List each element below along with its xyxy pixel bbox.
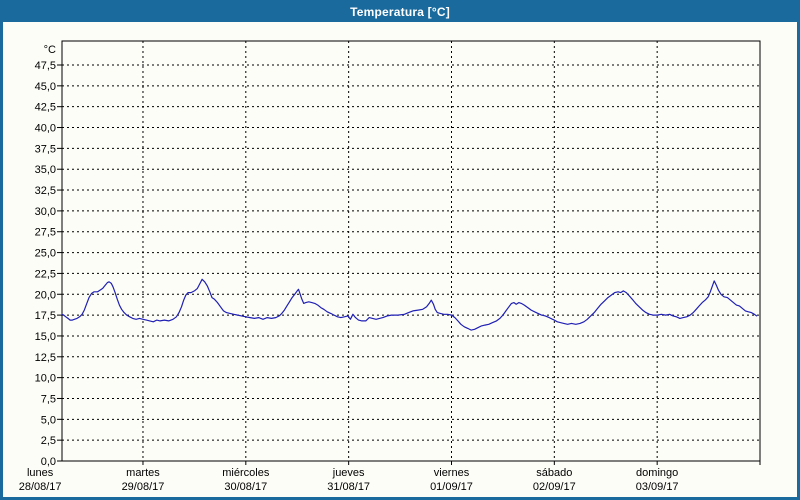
x-day-label: miércoles	[222, 467, 270, 479]
x-day-label: lunes	[27, 467, 54, 479]
y-tick-label: 42,5	[35, 102, 56, 114]
y-tick-label: 32,5	[35, 185, 56, 197]
x-date-label: 30/08/17	[224, 481, 267, 493]
plot-frame	[61, 40, 761, 462]
y-tick-label: 15,0	[35, 331, 56, 343]
y-tick-label: 12,5	[35, 352, 56, 364]
y-tick-label: 5,0	[41, 414, 56, 426]
window-title: Temperatura [°C]	[350, 5, 450, 19]
y-tick-label: 17,5	[35, 310, 56, 322]
x-day-label: martes	[126, 467, 160, 479]
y-tick-label: 40,0	[35, 123, 56, 135]
y-tick-label: 0,0	[41, 456, 56, 468]
temperature-line	[61, 278, 758, 331]
x-date-label: 28/08/17	[19, 481, 62, 493]
y-tick-label: 27,5	[35, 227, 56, 239]
y-tick-label: 35,0	[35, 164, 56, 176]
y-tick-label: 20,0	[35, 289, 56, 301]
axes-frame	[57, 40, 761, 465]
y-tick-label: 10,0	[35, 373, 56, 385]
x-date-label: 03/09/17	[636, 481, 679, 493]
y-tick-label: 25,0	[35, 248, 56, 260]
y-tick-label: 37,5	[35, 143, 56, 155]
x-day-label: domingo	[636, 467, 678, 479]
y-tick-label: 47,5	[35, 60, 56, 72]
gridlines	[62, 41, 760, 461]
y-tick-label: 45,0	[35, 81, 56, 93]
x-day-label: jueves	[332, 467, 365, 479]
y-axis-unit-label: °C	[44, 44, 56, 56]
y-tick-label: 30,0	[35, 206, 56, 218]
window-titlebar: Temperatura [°C]	[3, 3, 797, 22]
x-date-label: 01/09/17	[430, 481, 473, 493]
x-date-label: 29/08/17	[122, 481, 165, 493]
x-day-label: viernes	[434, 467, 470, 479]
x-date-label: 02/09/17	[533, 481, 576, 493]
x-date-label: 31/08/17	[327, 481, 370, 493]
y-tick-label: 7,5	[41, 393, 56, 405]
axis-labels: 0,0 2,5 5,0 7,5 10,0 12,5 15,0 17,5 20,0 22,5 25,0…	[19, 44, 679, 493]
x-day-label: sábado	[536, 467, 572, 479]
y-tick-label: 22,5	[35, 268, 56, 280]
y-tick-label: 2,5	[41, 435, 56, 447]
